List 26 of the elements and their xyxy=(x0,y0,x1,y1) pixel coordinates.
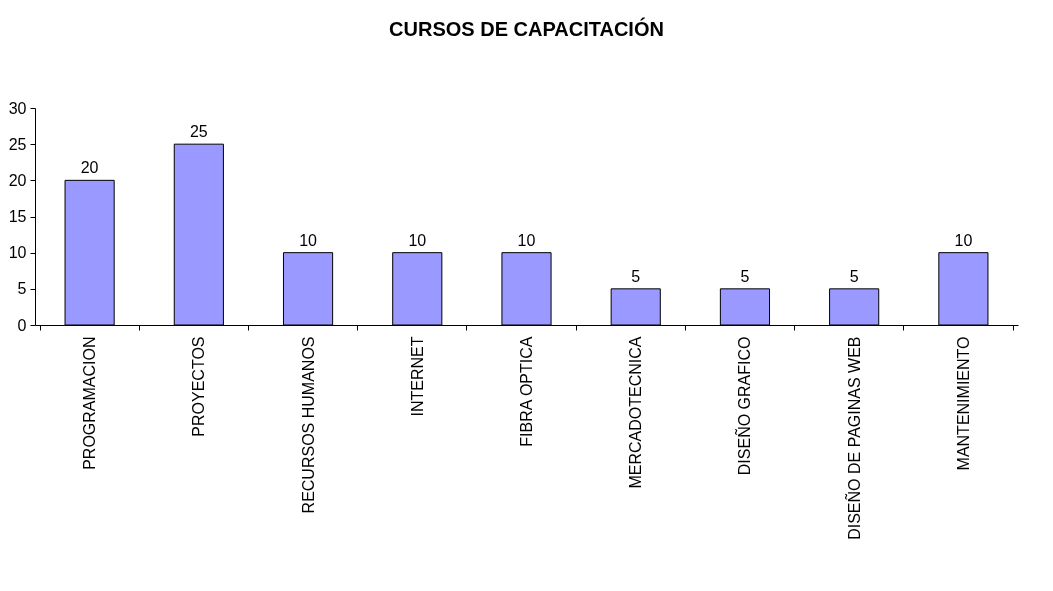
data-label: 20 xyxy=(80,159,99,177)
x-tick-label: MERCADOTECNICA xyxy=(627,336,645,489)
x-tick-label: PROGRAMACION xyxy=(81,336,99,470)
y-tick-label: 30 xyxy=(8,99,27,117)
x-tick-label: DISEÑO GRAFICO xyxy=(734,336,754,476)
y-tick-label: 10 xyxy=(8,244,27,262)
data-label: 5 xyxy=(740,267,750,285)
data-label: 10 xyxy=(408,231,427,249)
data-label: 10 xyxy=(517,231,536,249)
x-tick-label: DISEÑO DE PAGINAS WEB xyxy=(843,336,863,540)
x-tick-label: RECURSOS HUMANOS xyxy=(299,336,317,514)
x-tick-label: FIBRA OPTICA xyxy=(518,336,535,447)
x-tick-label: MANTENIMIENTO xyxy=(954,336,972,471)
data-label: 5 xyxy=(631,267,641,285)
y-tick-label: 15 xyxy=(8,208,27,225)
data-label: 10 xyxy=(299,231,318,249)
data-label: 25 xyxy=(189,123,208,141)
data-label: 5 xyxy=(849,267,859,285)
y-tick-label: 5 xyxy=(17,280,27,298)
chart-title: CURSOS DE CAPACITACIÓN xyxy=(389,17,664,40)
y-tick-label: 0 xyxy=(17,316,27,334)
x-tick-label: INTERNET xyxy=(408,336,426,417)
x-tick-label: PROYECTOS xyxy=(190,336,208,437)
y-tick-label: 20 xyxy=(8,171,27,189)
y-tick-label: 25 xyxy=(8,135,27,153)
data-label: 10 xyxy=(954,231,973,249)
